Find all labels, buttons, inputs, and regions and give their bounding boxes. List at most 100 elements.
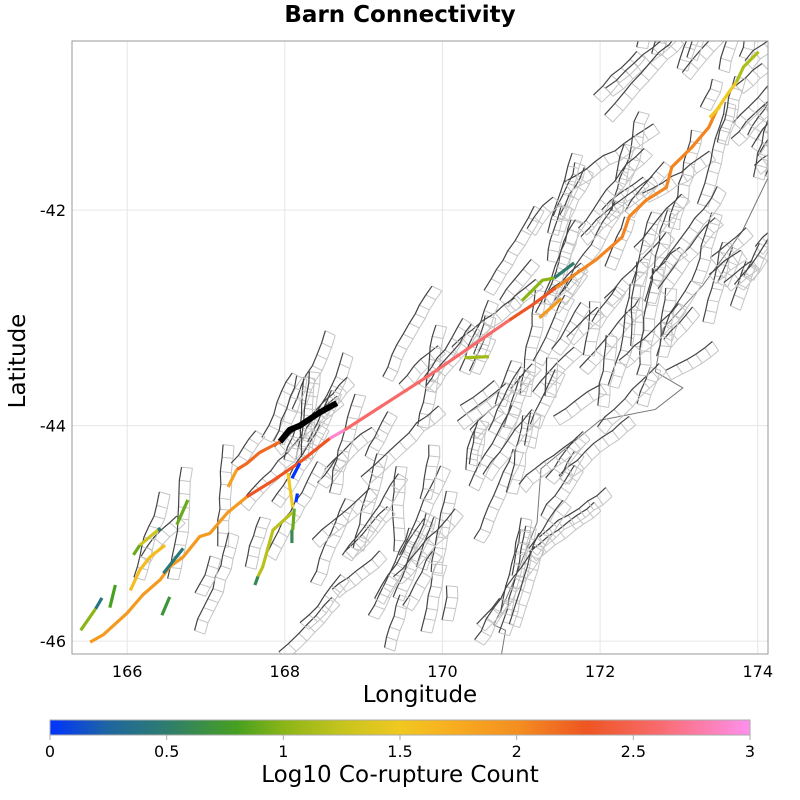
fault-surface-rung (704, 182, 716, 187)
fault-trace (553, 384, 601, 417)
fault-surface-rung (679, 322, 688, 332)
fault-surface-rung (604, 297, 613, 307)
fault-surface-rung (559, 214, 570, 222)
fault-surface-rung (572, 173, 584, 179)
fault-surface-rung (524, 444, 536, 449)
fault-surface-rung (597, 426, 606, 435)
fault-surface-rung (288, 643, 297, 652)
fault-surface-rung (673, 247, 683, 255)
fault-trace (735, 62, 763, 86)
fault-surface-rung (434, 546, 446, 550)
fault-surface-rung (364, 526, 374, 534)
fault-trace (300, 371, 310, 457)
fault-surface-rung (376, 452, 388, 457)
fault-surface-rung (219, 497, 231, 500)
fault-surface-rung (554, 316, 565, 323)
fault-surface-rung (444, 349, 455, 357)
fault-surface-rung (704, 347, 712, 358)
fault-surface-rung (521, 517, 533, 521)
fault-surface-outline (671, 285, 702, 342)
fault-surface-rung (658, 51, 668, 60)
x-axis-label: Longitude (362, 682, 478, 708)
fault-surface-rung (496, 434, 507, 441)
fault-surface-rung (618, 359, 628, 369)
fault-trace (456, 382, 507, 422)
fault-surface-rung (566, 336, 575, 346)
fault-trace (752, 119, 768, 177)
fault-surface-rung (604, 416, 613, 426)
fault-surface-rung (287, 446, 299, 451)
fault-surface-rung (703, 208, 713, 216)
fault-surface-rung (625, 70, 634, 80)
fault-surface-rung (631, 333, 643, 336)
fault-surface-rung (389, 626, 401, 632)
fault-trace (307, 390, 332, 443)
fault-surface-rung (717, 141, 729, 146)
fault-surface-rung (721, 25, 729, 32)
fault-surface-rung (547, 232, 559, 236)
fault-surface-rung (319, 557, 331, 563)
fault-surface-rung (440, 512, 452, 515)
fault-surface-rung (379, 550, 388, 560)
fault-surface-rung (169, 522, 179, 531)
fault-surface-rung (617, 188, 629, 192)
fault-surface-rung (484, 453, 495, 460)
rupture-section-hollyford-2 (226, 469, 239, 488)
fault-surface-rung (480, 347, 492, 353)
fault-surface-rung (631, 146, 643, 150)
fault-surface-rung (577, 459, 585, 470)
fault-surface-rung (464, 332, 475, 340)
fault-trace (657, 217, 716, 290)
fault-surface-rung (344, 550, 354, 560)
fault-surface-rung (272, 542, 282, 549)
fault-surface-rung (680, 237, 691, 245)
fault-surface-outline (752, 53, 768, 70)
fault-trace (528, 499, 564, 549)
fault-surface-outline (401, 515, 464, 585)
rupture-section-green-a (291, 508, 296, 531)
fault-surface-rung (316, 354, 328, 360)
fault-surface-rung (658, 31, 669, 33)
fault-trace (738, 41, 745, 57)
fault-surface-outline (326, 462, 347, 489)
fault-surface-rung (298, 632, 308, 642)
fault-surface-rung (338, 449, 350, 453)
fault-surface-rung (526, 434, 537, 440)
fault-surface-rung (745, 261, 757, 267)
fault-surface-rung (421, 571, 432, 579)
fault-surface-rung (772, 232, 781, 238)
colorbar-tick-label: 2.5 (621, 742, 646, 761)
fault-surface-outline (545, 496, 613, 547)
fault-surface-rung (782, 88, 790, 96)
fault-surface-rung (513, 576, 524, 583)
fault-surface-rung (483, 289, 495, 296)
y-tick-label: -46 (40, 632, 66, 651)
fault-trace (696, 102, 726, 204)
fault-surface-rung (499, 451, 509, 460)
fault-surface-rung (582, 431, 591, 441)
fault-surface-rung (754, 246, 764, 255)
colorbar-tick-label: 1 (278, 742, 288, 761)
fault-surface-rung (374, 605, 385, 610)
fault-surface-rung (377, 461, 386, 471)
fault-surface-rung (609, 255, 620, 261)
rupture-section-orange-small (538, 297, 563, 320)
fault-surface-rung (651, 370, 660, 380)
fault-surface-rung (723, 260, 731, 271)
fault-surface-rung (446, 585, 458, 588)
fault-surface-rung (437, 345, 446, 355)
fault-surface-rung (317, 482, 328, 489)
fault-trace (328, 393, 356, 493)
fault-surface-rung (436, 536, 448, 539)
fault-surface-outline (286, 384, 356, 453)
fault-surface-rung (548, 249, 560, 253)
fault-surface-rung (368, 469, 377, 479)
fault-surface-rung (490, 461, 501, 470)
fault-trace (631, 211, 653, 284)
fault-trace (261, 372, 293, 438)
fault-surface-rung (699, 157, 707, 167)
fault-surface-rung (654, 265, 666, 269)
fault-surface-rung (210, 555, 221, 560)
fault-surface-rung (728, 37, 738, 40)
fault-surface-rung (276, 493, 287, 501)
